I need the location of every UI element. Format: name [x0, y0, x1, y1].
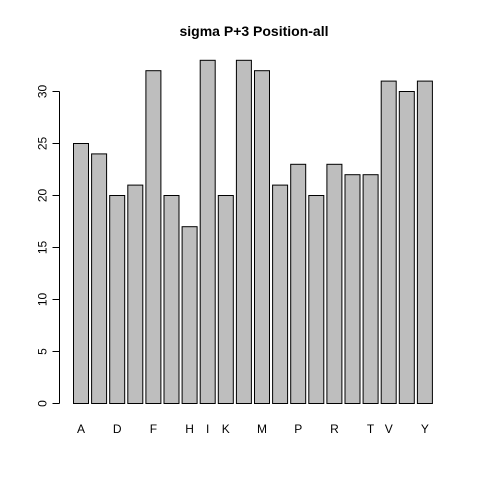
x-tick-label: K [222, 422, 230, 436]
bar-Q [308, 195, 325, 404]
bar-T [362, 174, 379, 404]
bar-S [344, 174, 361, 404]
x-tick-label: F [150, 422, 157, 436]
x-tick-label: D [113, 422, 122, 436]
bar-V [380, 80, 397, 404]
bar-R [326, 163, 343, 404]
bar-N [272, 184, 289, 404]
y-tick-label: 0 [36, 400, 50, 407]
bar-F [145, 70, 162, 404]
bars [73, 59, 433, 405]
bar-E [127, 184, 144, 404]
bar-I [199, 59, 216, 405]
bar-M [254, 70, 270, 404]
bar-G [163, 195, 180, 404]
chart-title: sigma P+3 Position-all [180, 23, 329, 39]
y-tick-label: 5 [36, 348, 50, 355]
bar-A [73, 143, 89, 404]
x-tick-label: R [330, 422, 339, 436]
bar-C [91, 153, 108, 404]
bar-D [109, 195, 126, 404]
x-tick-label: A [77, 422, 85, 436]
bar-L [235, 59, 252, 405]
y-tick-label: 25 [36, 137, 50, 151]
y-axis: 0 5 10 15 20 25 30 [36, 85, 60, 407]
bar-Y [416, 80, 433, 404]
bar-H [181, 226, 198, 404]
x-tick-label: M [257, 422, 267, 436]
bar-K [217, 195, 234, 404]
x-tick-label: Y [421, 422, 429, 436]
x-tick-label: H [185, 422, 194, 436]
x-tick-label: V [385, 422, 393, 436]
y-tick-label: 15 [36, 241, 50, 255]
y-tick-label: 30 [36, 85, 50, 99]
bar-P [290, 163, 307, 404]
y-tick-label: 10 [36, 293, 50, 307]
x-tick-label: T [367, 422, 375, 436]
bar-W [398, 91, 415, 404]
x-tick-label: I [206, 422, 209, 436]
x-tick-label: P [294, 422, 302, 436]
y-tick-label: 20 [36, 189, 50, 203]
